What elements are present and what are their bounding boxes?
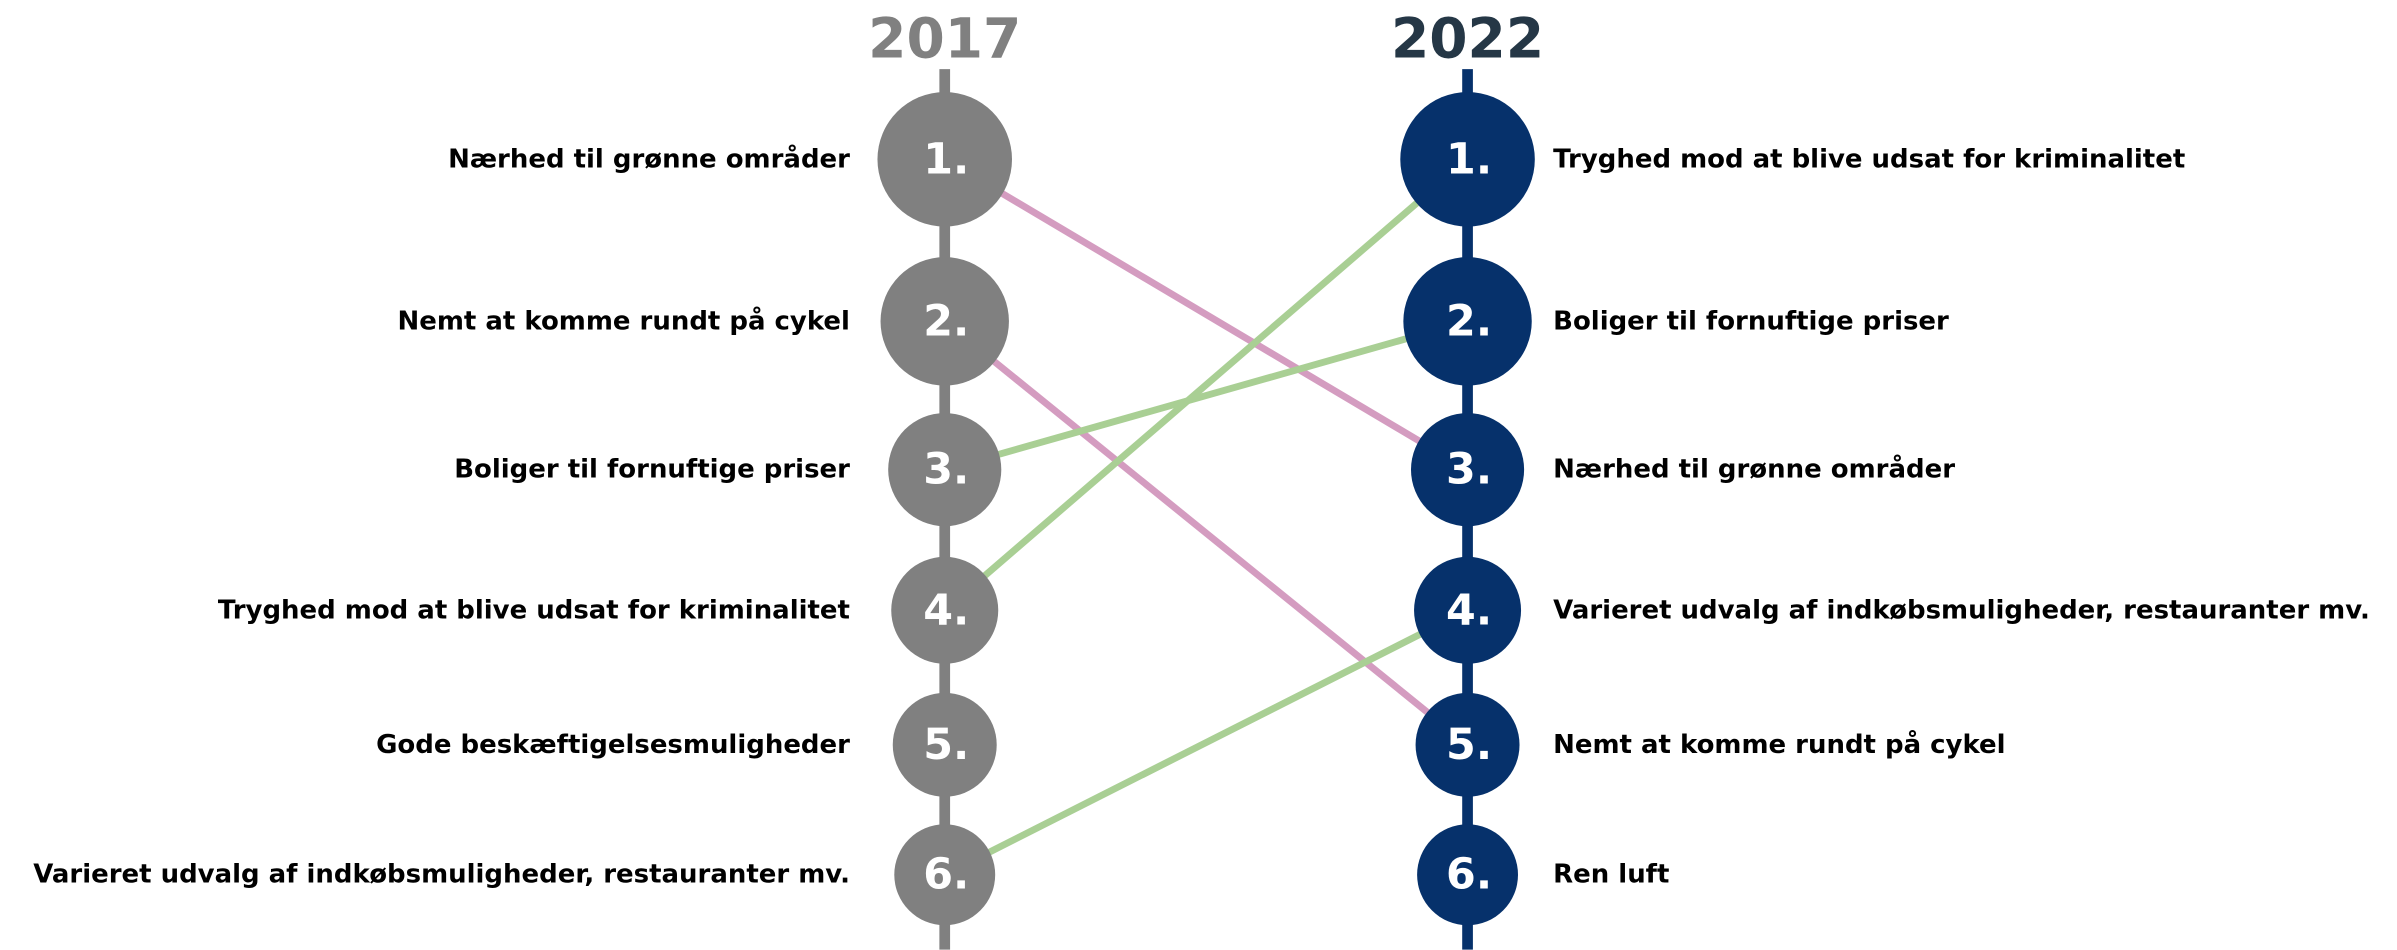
rank-circle [891, 556, 999, 664]
item-label: Tryghed mod at blive udsat for kriminali… [218, 595, 850, 625]
rank-circle [1414, 556, 1522, 664]
rank-number: 1. [923, 134, 969, 184]
links [942, 156, 1470, 878]
rank-circle [892, 692, 997, 797]
rank-number: 2. [923, 296, 969, 346]
item-label: Nærhed til grønne områder [1553, 453, 1955, 485]
item-label: Boliger til fornuftige priser [1553, 306, 1949, 336]
rank-number: 6. [1446, 850, 1492, 900]
item-label: Gode beskæftigelsesmuligheder [376, 730, 850, 760]
rank-circle [1415, 692, 1520, 797]
columns: 2017 1. Nærhed til grønne områder 2. Nemt at… [33, 7, 2370, 950]
item-label: Nærhed til grønne områder [448, 142, 850, 174]
rank-number: 6. [923, 850, 969, 900]
rank-link [942, 156, 1470, 473]
rank-link [943, 607, 1470, 878]
item-label: Varieret udvalg af indkøbsmuligheder, re… [1553, 595, 2370, 625]
rank-link [942, 156, 1470, 613]
item-label: Varieret udvalg af indkøbsmuligheder, re… [33, 860, 850, 890]
rank-number: 1. [1446, 134, 1492, 184]
year-label: 2017 [868, 7, 1021, 71]
item-label: Nemt at komme rundt på cykel [398, 304, 850, 336]
rank-circle [1410, 413, 1525, 527]
item-label: Boliger til fornuftige priser [454, 455, 850, 485]
item-label: Nemt at komme rundt på cykel [1553, 728, 2005, 760]
rank-number: 2. [1446, 296, 1492, 346]
item-label: Tryghed mod at blive udsat for kriminali… [1553, 144, 2185, 174]
rank-circle [1400, 92, 1535, 227]
rank-circle [1403, 257, 1532, 386]
rank-link [943, 318, 1469, 473]
rank-number: 5. [923, 720, 969, 770]
rank-circle [894, 824, 996, 926]
rank-number: 3. [1446, 445, 1492, 495]
rank-number: 3. [923, 445, 969, 495]
rank-link [942, 318, 1470, 748]
rank-number: 4. [923, 585, 969, 635]
year-label: 2022 [1391, 7, 1544, 71]
rank-circle [1417, 824, 1518, 926]
rank-circle [888, 413, 1002, 527]
rank-circle [880, 257, 1009, 386]
rank-circle [877, 92, 1012, 227]
item-label: Ren luft [1553, 860, 1669, 890]
rank-number: 4. [1446, 585, 1492, 635]
rank-number: 5. [1446, 720, 1492, 770]
